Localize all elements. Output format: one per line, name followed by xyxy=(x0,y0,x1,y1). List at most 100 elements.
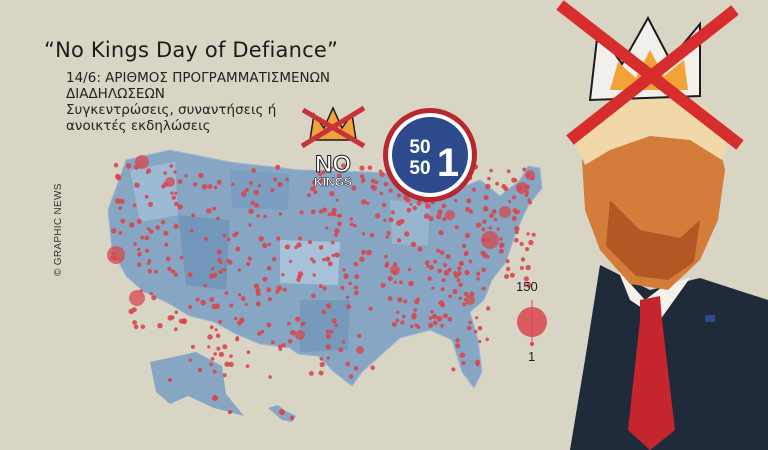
event-dot xyxy=(329,166,334,170)
event-dot xyxy=(511,195,516,200)
event-dot xyxy=(310,186,316,192)
event-dot xyxy=(177,179,183,185)
event-dot xyxy=(244,302,248,306)
event-dot xyxy=(463,291,469,297)
event-dot xyxy=(334,228,340,234)
event-dot xyxy=(137,252,142,257)
event-dot xyxy=(309,371,314,376)
badge-one-number: 1 xyxy=(437,141,459,185)
event-dot xyxy=(455,338,460,343)
description: Συγκεντρώσεις, συναντήσεις ή ανοικτές εκ… xyxy=(66,102,277,134)
event-dot xyxy=(113,162,119,168)
event-dot xyxy=(361,249,366,255)
event-dot-large xyxy=(481,231,499,249)
event-dot xyxy=(523,276,530,282)
event-dot xyxy=(277,181,283,188)
event-dot xyxy=(319,357,324,361)
event-dot xyxy=(375,213,381,219)
event-dot xyxy=(334,233,338,237)
event-dot xyxy=(246,261,251,267)
event-dot xyxy=(416,200,422,206)
event-dot xyxy=(516,209,521,214)
event-dot xyxy=(313,189,318,195)
event-dot xyxy=(461,243,467,249)
event-dot xyxy=(157,323,163,329)
event-dot xyxy=(318,370,324,376)
event-dot xyxy=(433,259,438,264)
event-dot xyxy=(294,245,298,250)
event-dot xyxy=(235,246,241,252)
event-dot xyxy=(331,253,335,258)
badge-top-number: 50 xyxy=(409,137,430,158)
event-dot xyxy=(412,312,417,317)
event-dot xyxy=(482,219,487,224)
event-dot xyxy=(207,184,213,190)
state-tint xyxy=(130,162,178,222)
event-dot xyxy=(273,177,278,182)
event-dot xyxy=(506,169,511,174)
event-dot xyxy=(224,361,230,367)
event-dot xyxy=(383,218,387,222)
event-dot xyxy=(178,318,184,324)
event-dot xyxy=(218,319,223,324)
event-dot xyxy=(457,266,462,271)
event-dot xyxy=(371,185,377,191)
event-dot xyxy=(174,310,179,315)
event-dot xyxy=(330,240,335,245)
event-dot xyxy=(511,215,517,221)
event-dot xyxy=(144,194,149,199)
event-dot xyxy=(445,254,451,259)
event-dot xyxy=(440,287,445,292)
event-dot xyxy=(525,264,531,271)
event-dot xyxy=(455,343,461,349)
event-dot xyxy=(268,375,272,379)
event-dot xyxy=(379,191,384,196)
event-dot xyxy=(240,191,247,197)
event-dot xyxy=(201,183,208,190)
event-dot xyxy=(229,354,233,359)
event-dot xyxy=(459,352,466,359)
event-dot xyxy=(203,283,208,288)
state-tint xyxy=(178,215,230,290)
event-dot xyxy=(329,329,334,334)
event-dot xyxy=(227,259,233,265)
event-dot xyxy=(383,181,389,187)
event-dot xyxy=(417,246,423,252)
event-dot xyxy=(173,327,178,332)
event-dot xyxy=(440,302,445,307)
event-dot xyxy=(348,281,352,286)
event-dot xyxy=(514,226,520,232)
event-dot xyxy=(428,265,434,270)
event-dot xyxy=(210,357,215,361)
event-dot xyxy=(165,256,171,262)
event-dot xyxy=(404,231,410,237)
event-dot xyxy=(462,302,467,307)
event-dot xyxy=(281,343,286,348)
event-dot xyxy=(208,273,215,279)
event-dot xyxy=(206,208,212,214)
event-dot xyxy=(335,198,339,202)
event-dot xyxy=(407,267,412,272)
event-dot xyxy=(463,252,468,257)
event-dot xyxy=(423,213,430,219)
event-dot xyxy=(171,195,176,200)
event-dot xyxy=(345,361,351,367)
event-dot xyxy=(290,329,296,336)
event-dot xyxy=(349,217,354,221)
event-dot xyxy=(412,205,418,211)
event-dot xyxy=(173,223,179,229)
event-dot xyxy=(296,242,302,248)
event-dot xyxy=(491,209,497,214)
event-dot xyxy=(453,273,460,279)
event-dot xyxy=(528,200,532,205)
event-dot xyxy=(198,368,202,372)
event-dot xyxy=(144,235,150,241)
event-dot xyxy=(348,374,354,379)
event-dot xyxy=(140,324,146,330)
event-dot xyxy=(148,201,154,207)
event-dot xyxy=(147,259,152,263)
event-dot xyxy=(396,238,402,243)
event-dot xyxy=(512,208,518,213)
event-dot xyxy=(170,191,174,195)
event-dot xyxy=(149,291,153,296)
